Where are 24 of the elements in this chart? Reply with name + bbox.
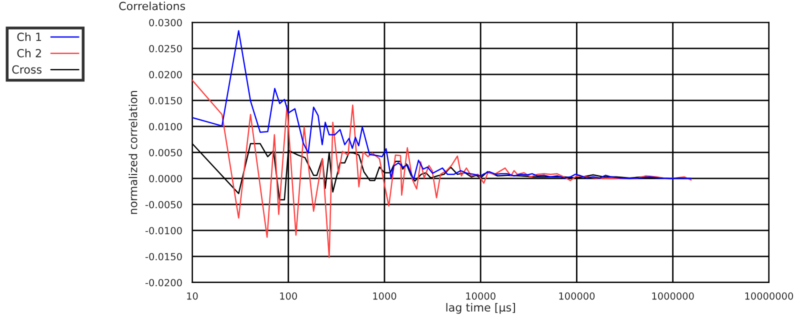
y-tick-label: 0.0250 [149,44,182,52]
legend-label: Ch 2 [17,48,41,58]
y-tick-label: -0.0200 [145,278,182,286]
y-tick-label: 0.0200 [149,70,182,78]
legend-label: Cross [12,65,42,74]
x-tick-label: 100 [280,292,297,300]
y-tick-label: -0.0050 [145,200,182,208]
y-axis-title: normalized correlation [128,90,138,214]
y-tick-label: 0.0000 [149,174,182,182]
x-axis-title: lag time [µs] [446,303,515,314]
y-tick-label: 0.0300 [149,18,182,26]
x-tick-label: 1000 [373,292,396,300]
y-tick-label: 0.0100 [149,122,182,130]
x-tick-label: 100000 [559,292,595,300]
chart-title: Correlations [119,2,186,10]
legend-label: Ch 1 [17,32,42,42]
x-tick-label: 1000000 [652,292,694,300]
y-tick-label: -0.0150 [145,252,182,260]
y-tick-label: 0.0150 [149,96,182,104]
x-tick-label: 10 [187,292,198,300]
y-tick-label: -0.0100 [145,226,182,234]
x-tick-label: 10000000 [745,292,794,300]
x-tick-label: 10000 [466,292,496,300]
y-tick-label: 0.0050 [149,148,182,156]
